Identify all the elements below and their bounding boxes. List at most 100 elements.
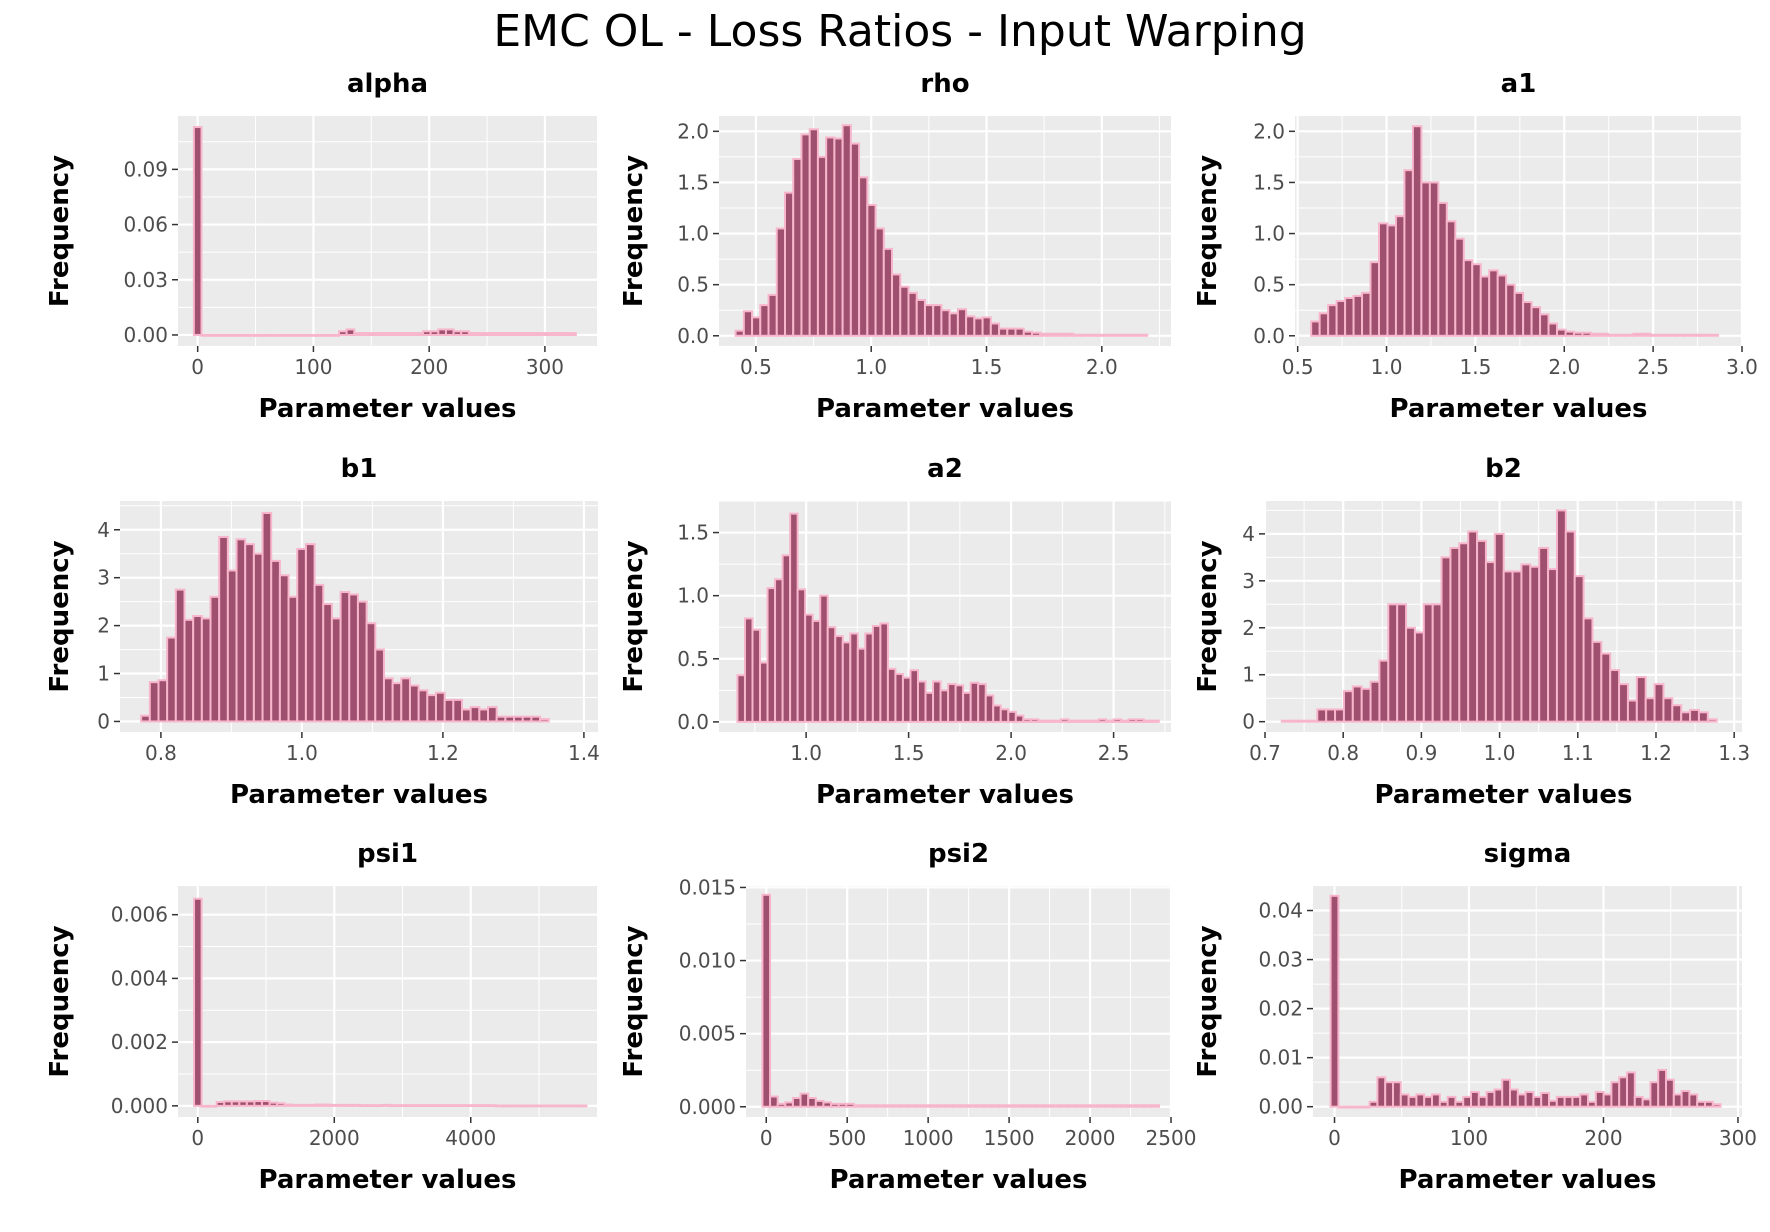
- x-axis-label: Parameter values: [230, 780, 488, 810]
- histogram-bar: [1700, 333, 1711, 337]
- histogram-bar: [759, 661, 769, 723]
- histogram-bar: [328, 1103, 339, 1107]
- histogram-bar: [1680, 711, 1692, 723]
- histogram-bar: [414, 332, 425, 336]
- histogram-bar: [449, 1104, 460, 1108]
- histogram-bar: [830, 1102, 840, 1108]
- x-tick-label: 3.0: [1726, 355, 1758, 379]
- histogram-bar: [283, 1103, 294, 1107]
- histogram-bar: [1344, 296, 1355, 337]
- histogram-bar: [1445, 220, 1457, 337]
- histogram-bar: [469, 706, 481, 723]
- histogram-bar: [1532, 1095, 1543, 1108]
- histogram-bar: [1035, 1104, 1046, 1108]
- histogram-bar: [1665, 1078, 1675, 1108]
- histogram-bar: [1405, 626, 1416, 723]
- histogram-bar: [1502, 570, 1514, 723]
- y-tick-label: 3: [97, 566, 110, 590]
- histogram-bar: [1530, 306, 1542, 337]
- histogram-bar: [977, 683, 987, 723]
- histogram-bar: [192, 126, 203, 336]
- panel-plot-area: [178, 886, 597, 1117]
- histogram-bar: [475, 332, 486, 336]
- histogram-bar: [406, 332, 417, 336]
- histogram-bar: [287, 595, 299, 723]
- x-tick-label: 1.0: [286, 741, 318, 765]
- histogram-bar: [1632, 332, 1643, 337]
- histogram-bar: [998, 327, 1009, 337]
- histogram-bar: [1520, 563, 1532, 723]
- histogram-bar: [391, 332, 402, 336]
- histogram-bar: [200, 333, 211, 337]
- histogram-bar: [1672, 1093, 1683, 1108]
- histogram-bar: [1022, 718, 1032, 723]
- histogram-bar: [261, 511, 273, 723]
- histogram-bar: [1112, 1104, 1122, 1108]
- histogram-bar: [1696, 1100, 1707, 1108]
- panel-plot-area: [719, 501, 1171, 732]
- histogram-bar: [343, 1103, 354, 1107]
- histogram-bar: [567, 332, 577, 336]
- histogram-bar: [193, 897, 203, 1107]
- histogram-bar: [562, 1104, 573, 1108]
- histogram-bar: [734, 329, 745, 337]
- histogram-bar: [457, 1104, 467, 1108]
- histogram-bar: [408, 684, 420, 723]
- y-tick-label: 0.06: [123, 213, 168, 237]
- histogram-bar: [751, 628, 762, 723]
- histogram-bar: [944, 1104, 955, 1108]
- y-tick-label: 1.5: [677, 170, 709, 194]
- histogram-bar: [1142, 719, 1153, 723]
- histogram-bar: [868, 1104, 878, 1108]
- histogram-bar: [962, 691, 972, 723]
- histogram-bar: [452, 330, 463, 336]
- histogram-bar: [427, 1104, 437, 1108]
- x-axis-label: Parameter values: [1375, 780, 1633, 810]
- histogram-bar: [547, 1104, 558, 1108]
- x-tick-label: 100: [1450, 1126, 1488, 1150]
- histogram-bar: [1039, 332, 1050, 337]
- histogram-bar: [322, 603, 333, 723]
- y-tick-label: 0.5: [677, 647, 709, 671]
- histogram-bar: [1129, 333, 1141, 337]
- x-tick-label: 2.0: [1086, 355, 1118, 379]
- histogram-bar: [1540, 1091, 1551, 1108]
- histogram-bar: [1105, 719, 1115, 723]
- histogram-bar: [1029, 718, 1040, 723]
- y-tick-label: 4: [1242, 522, 1255, 546]
- x-tick-label: 2.0: [1548, 355, 1580, 379]
- histogram-bar: [1394, 215, 1406, 337]
- histogram-bar: [551, 332, 562, 336]
- histogram-bar: [356, 600, 368, 723]
- histogram-bar: [389, 1104, 399, 1108]
- y-tick-label: 0.005: [679, 1022, 736, 1046]
- y-tick-label: 1: [1242, 663, 1255, 687]
- histogram-bar: [183, 618, 195, 723]
- histogram-bar: [952, 1104, 962, 1108]
- histogram-bar: [479, 1104, 490, 1108]
- histogram-bar: [399, 332, 409, 336]
- x-tick-label: 1500: [984, 1126, 1035, 1150]
- histogram-bar: [231, 333, 241, 337]
- histogram-bar: [1361, 291, 1372, 337]
- histogram-bar: [1360, 1105, 1371, 1109]
- histogram-bar: [208, 333, 218, 337]
- histogram-bar: [1458, 542, 1470, 723]
- histogram-bar: [1467, 530, 1479, 723]
- histogram-bar: [1007, 710, 1017, 723]
- histogram-bar: [1618, 683, 1629, 723]
- histogram-bar: [322, 333, 333, 337]
- histogram-bar: [1462, 1095, 1473, 1108]
- histogram-bar: [936, 1104, 947, 1108]
- histogram-bar: [570, 1104, 580, 1108]
- panel-a2: 1.0 1.5 2.0 2.5 0.0 0.5 1.0 1.5 a2 Parameter valu…: [619, 454, 1171, 810]
- histogram-bar: [417, 689, 429, 723]
- histogram-bar: [253, 1100, 263, 1107]
- histogram-bar: [1539, 313, 1550, 337]
- figure-title: EMC OL - Loss Ratios - Input Warping: [493, 6, 1306, 57]
- histogram-bar: [999, 708, 1010, 723]
- histogram-bar: [1014, 327, 1025, 337]
- panel-plot-area: [120, 501, 598, 732]
- histogram-bar: [1485, 1090, 1496, 1108]
- histogram-bar: [382, 677, 394, 723]
